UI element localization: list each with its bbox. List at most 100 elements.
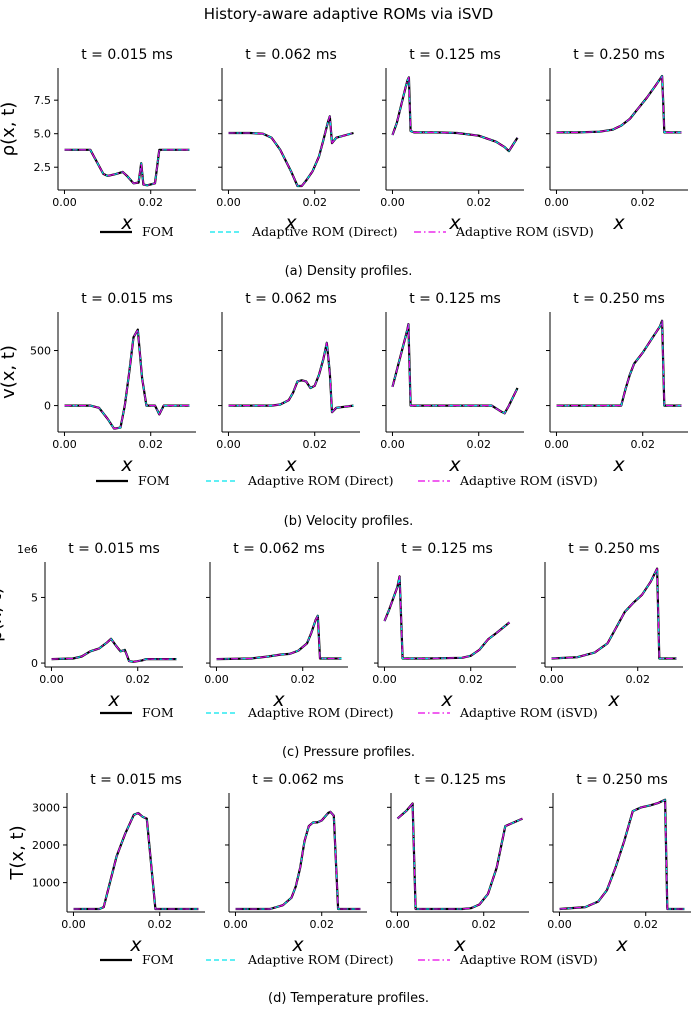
series-line-fom [216, 614, 342, 661]
panel-title: t = 0.125 ms [409, 47, 501, 63]
series-line-fom [64, 148, 190, 187]
x-tick-label: 0.02 [125, 673, 150, 686]
pressure-panel-1: t = 0.015 ms 0 5 0.00 0.02 x [31, 541, 183, 711]
x-tick-label: 0.00 [380, 196, 405, 209]
series-line-adaptive-rom-direct [556, 320, 682, 407]
series-line-fom [383, 575, 511, 660]
panel-title: t = 0.250 ms [568, 541, 660, 557]
density-panel-3: t = 0.125 ms 0.00 0.02 x [380, 47, 524, 234]
pressure-axis-multiplier: 1e6 [17, 543, 38, 556]
x-tick-label: 0.00 [544, 196, 569, 209]
temperature-y-axis-label: T(x, t) [7, 825, 28, 880]
series-line-fom [235, 810, 361, 911]
x-tick-label: 0.00 [539, 673, 564, 686]
series-line-fom [73, 811, 199, 911]
density-legend: FOM Adaptive ROM (Direct) Adaptive ROM (iS… [100, 224, 594, 239]
panel-title: t = 0.015 ms [68, 541, 160, 557]
x-axis-label: x [448, 212, 461, 234]
x-axis-label: x [272, 689, 285, 711]
series-line-adaptive-rom-direct [559, 799, 685, 910]
y-tick-label: 2.5 [34, 161, 52, 174]
series-line-adaptive-rom-direct [73, 812, 199, 910]
series-line-adaptive-rom-isvd [64, 149, 190, 186]
series-line-adaptive-rom-isvd [383, 575, 510, 660]
panel-title: t = 0.125 ms [401, 541, 493, 557]
velocity-panel-2: t = 0.062 ms 0.00 0.02 x [216, 291, 360, 476]
y-tick-label: 7.5 [34, 94, 52, 107]
x-tick-label: 0.02 [302, 196, 327, 209]
panel-title: t = 0.015 ms [81, 291, 173, 307]
series-line-adaptive-rom-isvd [397, 802, 523, 910]
x-tick-label: 0.00 [385, 918, 410, 931]
x-tick-label: 0.00 [380, 438, 405, 451]
series-line-fom [228, 341, 354, 414]
x-tick-label: 0.02 [466, 196, 491, 209]
panel-title: t = 0.250 ms [576, 772, 668, 788]
x-tick-label: 0.02 [302, 438, 327, 451]
panel-title: t = 0.250 ms [573, 291, 665, 307]
x-tick-label: 0.00 [61, 918, 86, 931]
x-axis-label: x [607, 689, 620, 711]
y-tick-label: 500 [30, 345, 51, 358]
y-tick-label: 2000 [32, 839, 60, 852]
caption-pressure: (c) Pressure profiles. [281, 745, 416, 760]
x-axis-label: x [448, 454, 461, 476]
series-line-adaptive-rom-isvd [73, 812, 199, 910]
series-line-adaptive-rom-isvd [559, 799, 685, 910]
legend-label: Adaptive ROM (iSVD) [459, 952, 598, 967]
series-line-adaptive-rom-direct [391, 76, 519, 152]
legend-label: FOM [142, 952, 174, 967]
velocity-legend: FOM Adaptive ROM (Direct) Adaptive ROM (iS… [96, 473, 598, 488]
density-y-axis-label: ρ(x, t) [0, 102, 19, 157]
x-tick-label: 0.00 [216, 438, 241, 451]
x-tick-label: 0.02 [630, 196, 655, 209]
series-line-adaptive-rom-isvd [228, 342, 354, 413]
series-line-adaptive-rom-isvd [228, 115, 354, 187]
x-tick-label: 0.00 [544, 438, 569, 451]
x-tick-label: 0.00 [204, 673, 229, 686]
series-line-adaptive-rom-direct [235, 811, 361, 910]
x-axis-label: x [107, 689, 120, 711]
temperature-legend: FOM Adaptive ROM (Direct) Adaptive ROM (iS… [100, 952, 598, 967]
density-panel-2: t = 0.062 ms 0.00 0.02 x [216, 47, 360, 234]
series-line-adaptive-rom-isvd [391, 323, 518, 414]
legend-label: FOM [142, 705, 174, 720]
series-line-adaptive-rom-direct [551, 567, 677, 660]
x-tick-label: 0.02 [471, 918, 496, 931]
legend-label: Adaptive ROM (iSVD) [459, 473, 598, 488]
x-axis-label: x [284, 212, 297, 234]
density-panel-4: t = 0.250 ms 0.00 0.02 x [544, 47, 688, 234]
legend-label: FOM [138, 473, 170, 488]
x-axis-label: x [453, 934, 466, 956]
panel-title: t = 0.062 ms [245, 47, 337, 63]
x-tick-label: 0.02 [147, 918, 172, 931]
x-tick-label: 0.00 [216, 196, 241, 209]
x-tick-label: 0.00 [52, 438, 77, 451]
legend-label: Adaptive ROM (Direct) [247, 705, 394, 720]
y-tick-label: 0 [44, 400, 51, 413]
series-line-fom [64, 328, 190, 430]
x-tick-label: 0.00 [52, 196, 77, 209]
series-line-adaptive-rom-isvd [216, 615, 342, 660]
panel-title: t = 0.015 ms [81, 47, 173, 63]
temperature-panel-1: t = 0.015 ms 1000 2000 3000 0.00 0.02 x [32, 772, 205, 956]
series-line-adaptive-rom-isvd [51, 638, 177, 663]
x-tick-label: 0.00 [372, 673, 397, 686]
legend-label: Adaptive ROM (Direct) [247, 952, 394, 967]
x-tick-label: 0.02 [458, 673, 483, 686]
series-line-adaptive-rom-direct [64, 149, 190, 186]
x-tick-label: 0.00 [223, 918, 248, 931]
x-tick-label: 0.02 [466, 438, 491, 451]
density-panel-1: t = 0.015 ms 2.5 5.0 7.5 0.00 0.02 x [34, 47, 196, 234]
series-line-fom [391, 76, 519, 153]
legend-label: Adaptive ROM (iSVD) [455, 224, 594, 239]
panel-title: t = 0.125 ms [409, 291, 501, 307]
pressure-panel-2: t = 0.062 ms 0.00 0.02 x [204, 541, 348, 711]
series-line-adaptive-rom-isvd [391, 76, 518, 152]
y-tick-label: 5 [31, 591, 38, 604]
x-tick-label: 0.02 [138, 438, 163, 451]
caption-temperature: (d) Temperature profiles. [268, 991, 429, 1006]
series-line-fom [391, 323, 519, 415]
caption-density: (a) Density profiles. [284, 264, 413, 279]
